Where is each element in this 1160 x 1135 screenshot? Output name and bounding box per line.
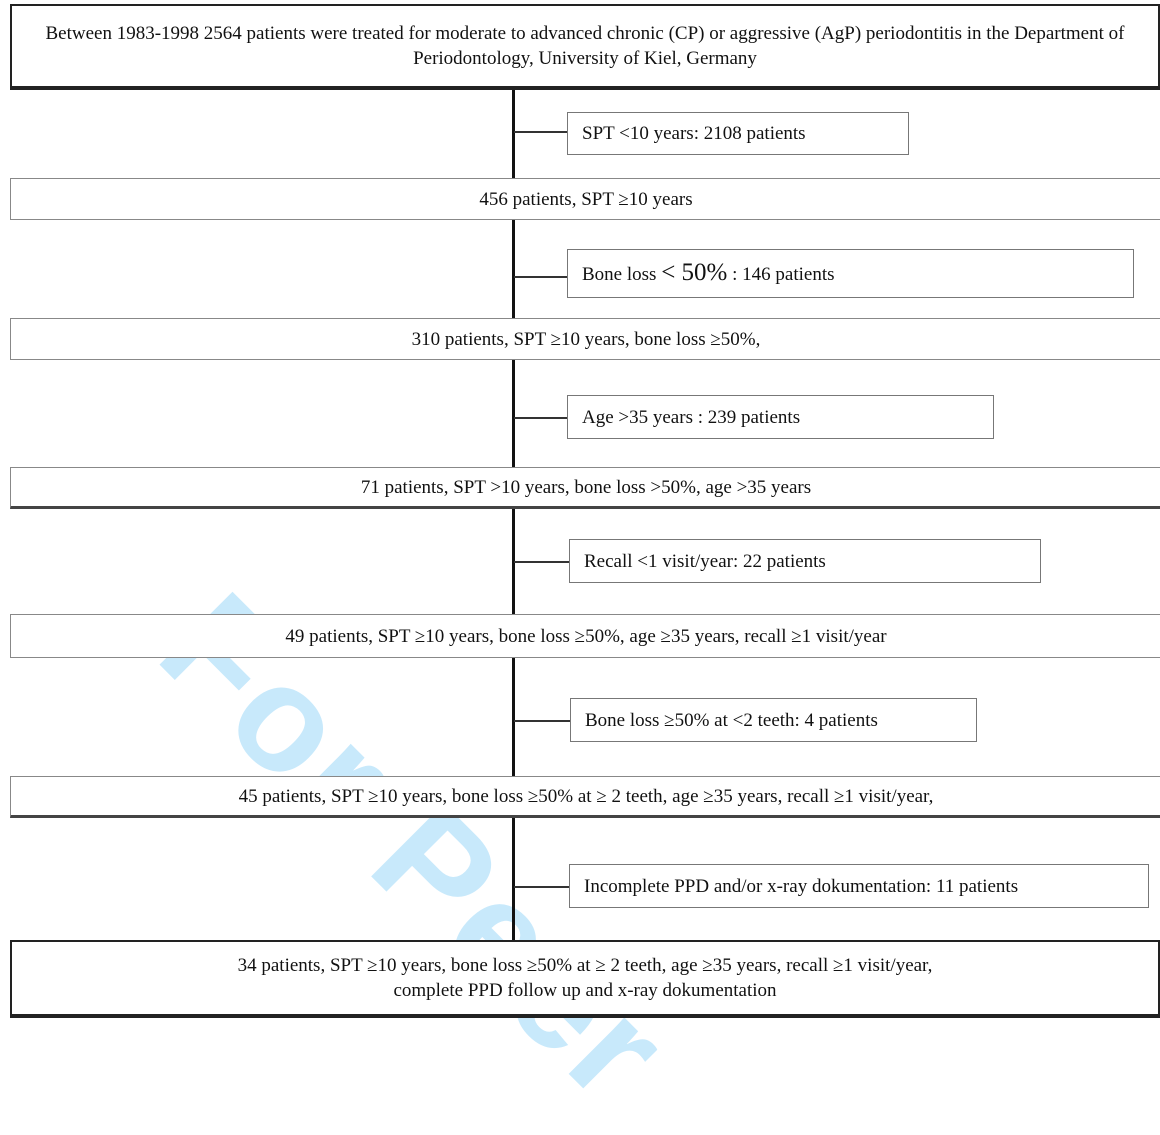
flow-box-text: 34 patients, SPT ≥10 years, bone loss ≥5… bbox=[237, 955, 933, 976]
flow-box-text: complete PPD follow up and x-ray dokumen… bbox=[393, 980, 777, 1001]
exclusion-box: Recall <1 visit/year: 22 patients bbox=[569, 539, 1041, 583]
exclusion-text: SPT <10 years: 2108 patients bbox=[582, 123, 806, 144]
connector-line bbox=[512, 509, 515, 614]
flow-box-initial: Between 1983-1998 2564 patients were tre… bbox=[10, 4, 1160, 90]
branch-line bbox=[514, 720, 570, 722]
exclusion-text: Bone loss < 50% : 146 patients bbox=[582, 259, 835, 286]
flow-box-text: 49 patients, SPT ≥10 years, bone loss ≥5… bbox=[285, 625, 887, 647]
flow-box-text: 310 patients, SPT ≥10 years, bone loss ≥… bbox=[411, 328, 761, 350]
flow-box-step6: 45 patients, SPT ≥10 years, bone loss ≥5… bbox=[10, 776, 1160, 818]
exclusion-box: SPT <10 years: 2108 patients bbox=[567, 112, 909, 155]
exclusion-text: Bone loss ≥50% at <2 teeth: 4 patients bbox=[585, 709, 878, 731]
connector-line bbox=[512, 360, 515, 467]
exclusion-box: Incomplete PPD and/or x-ray dokumentatio… bbox=[569, 864, 1149, 908]
flow-box-text: 456 patients, SPT ≥10 years bbox=[479, 188, 693, 210]
exclusion-text: Recall <1 visit/year: 22 patients bbox=[584, 550, 826, 572]
branch-line bbox=[514, 276, 568, 278]
flow-box-text: Between 1983-1998 2564 patients were tre… bbox=[45, 23, 1125, 69]
flow-box-step3: 310 patients, SPT ≥10 years, bone loss ≥… bbox=[10, 318, 1160, 360]
exclusion-text: Incomplete PPD and/or x-ray dokumentatio… bbox=[584, 875, 1019, 897]
flow-box-step5: 49 patients, SPT ≥10 years, bone loss ≥5… bbox=[10, 614, 1160, 658]
branch-line bbox=[514, 417, 568, 419]
exclusion-box: Age >35 years : 239 patients bbox=[567, 395, 994, 439]
exclusion-text: Age >35 years : 239 patients bbox=[582, 406, 801, 428]
branch-line bbox=[514, 886, 570, 888]
connector-line bbox=[512, 817, 515, 942]
flow-box-text: 45 patients, SPT ≥10 years, bone loss ≥5… bbox=[238, 785, 934, 807]
connector-line bbox=[512, 220, 515, 328]
exclusion-box: Bone loss ≥50% at <2 teeth: 4 patients bbox=[570, 698, 977, 742]
connector-line bbox=[512, 88, 515, 189]
branch-line bbox=[514, 131, 568, 133]
flow-box-final: 34 patients, SPT ≥10 years, bone loss ≥5… bbox=[10, 940, 1160, 1018]
flow-box-text: 71 patients, SPT >10 years, bone loss >5… bbox=[360, 476, 812, 498]
exclusion-box: Bone loss < 50% : 146 patients bbox=[567, 249, 1134, 298]
flow-box-step4: 71 patients, SPT >10 years, bone loss >5… bbox=[10, 467, 1160, 509]
flow-box-step2: 456 patients, SPT ≥10 years bbox=[10, 178, 1160, 220]
connector-line bbox=[512, 657, 515, 776]
flow-diagram: For Peer Between 1983-1998 2564 patients… bbox=[10, 4, 1160, 1133]
branch-line bbox=[514, 561, 570, 563]
